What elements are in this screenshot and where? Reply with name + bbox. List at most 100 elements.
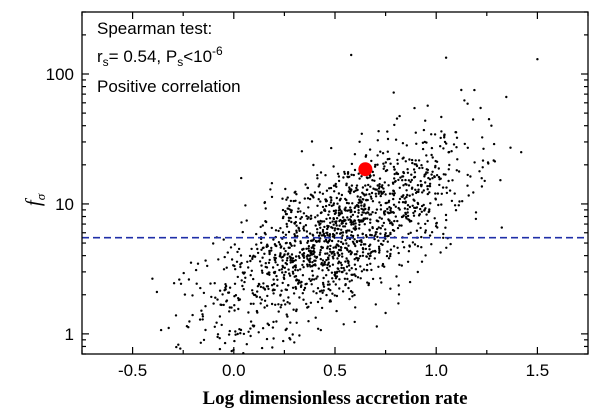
- scatter-point: [188, 320, 191, 323]
- scatter-point: [382, 187, 385, 190]
- scatter-point: [307, 247, 310, 250]
- scatter-point: [392, 194, 396, 197]
- scatter-point: [285, 212, 288, 216]
- scatter-point: [276, 263, 279, 267]
- scatter-point: [222, 303, 225, 307]
- scatter-point: [413, 243, 417, 246]
- scatter-point: [306, 239, 310, 243]
- scatter-point: [328, 210, 331, 213]
- scatter-point: [401, 179, 404, 182]
- scatter-point: [239, 265, 242, 269]
- scatter-point: [421, 141, 425, 144]
- scatter-point: [265, 266, 269, 269]
- scatter-point: [281, 197, 284, 200]
- scatter-point: [310, 283, 313, 286]
- scatter-point: [389, 211, 392, 214]
- scatter-point: [327, 239, 331, 243]
- scatter-point: [314, 216, 317, 219]
- scatter-point: [336, 252, 340, 255]
- scatter-point: [264, 262, 267, 265]
- scatter-point: [385, 254, 389, 258]
- scatter-point: [334, 182, 337, 186]
- scatter-point: [368, 248, 371, 251]
- scatter-point: [490, 124, 493, 127]
- scatter-point: [454, 131, 458, 134]
- scatter-point: [430, 133, 433, 136]
- scatter-point: [382, 167, 385, 170]
- scatter-point: [319, 297, 322, 300]
- scatter-point: [237, 307, 240, 311]
- scatter-point: [362, 205, 366, 208]
- scatter-point: [316, 275, 319, 278]
- scatter-point: [363, 194, 366, 197]
- scatter-point: [259, 225, 262, 229]
- scatter-point: [283, 254, 286, 257]
- scatter-point: [299, 210, 302, 213]
- scatter-point: [372, 174, 375, 177]
- scatter-point: [351, 295, 354, 298]
- scatter-point: [316, 177, 319, 180]
- scatter-point: [369, 195, 373, 198]
- scatter-point: [175, 345, 178, 349]
- scatter-point: [356, 259, 360, 262]
- scatter-point: [354, 274, 357, 278]
- scatter-point: [347, 190, 350, 193]
- scatter-point: [466, 102, 469, 105]
- scatter-point: [402, 184, 405, 187]
- scatter-point: [367, 208, 370, 211]
- scatter-point: [482, 147, 485, 150]
- scatter-point: [204, 259, 207, 262]
- scatter-point: [261, 256, 264, 259]
- scatter-point: [350, 234, 353, 237]
- scatter-point: [217, 258, 220, 261]
- scatter-point: [386, 158, 389, 161]
- scatter-point: [347, 244, 350, 247]
- scatter-point: [202, 338, 206, 342]
- scatter-point: [318, 231, 322, 234]
- scatter-point: [393, 219, 396, 223]
- scatter-point: [354, 306, 357, 309]
- scatter-point: [487, 118, 491, 121]
- scatter-point: [330, 271, 334, 274]
- scatter-point: [284, 303, 287, 306]
- scatter-point: [440, 115, 443, 119]
- scatter-point: [392, 229, 396, 232]
- scatter-point: [397, 284, 400, 287]
- scatter-point: [266, 294, 269, 298]
- scatter-point: [406, 260, 410, 263]
- scatter-point: [343, 208, 347, 212]
- scatter-point: [345, 272, 348, 275]
- scatter-point: [285, 198, 288, 201]
- scatter-point: [437, 175, 441, 179]
- scatter-point: [204, 328, 207, 332]
- scatter-point: [422, 128, 426, 132]
- scatter-point: [270, 246, 273, 250]
- scatter-point: [289, 259, 292, 262]
- scatter-point: [382, 239, 385, 243]
- scatter-point: [401, 175, 404, 178]
- scatter-point: [369, 218, 372, 221]
- scatter-point: [431, 177, 434, 180]
- scatter-point: [336, 257, 339, 260]
- scatter-point: [354, 225, 357, 228]
- scatter-point: [233, 295, 236, 298]
- scatter-point: [297, 255, 300, 258]
- scatter-point: [369, 262, 372, 265]
- scatter-point: [303, 197, 306, 200]
- scatter-point: [172, 282, 176, 285]
- scatter-point: [300, 150, 304, 153]
- scatter-point: [377, 130, 380, 133]
- scatter-point: [233, 304, 236, 307]
- scatter-point: [388, 219, 391, 222]
- scatter-point: [428, 184, 431, 188]
- scatter-point: [419, 226, 422, 230]
- scatter-point: [366, 211, 369, 214]
- scatter-point: [415, 206, 419, 209]
- scatter-point: [431, 156, 434, 159]
- scatter-point: [210, 295, 213, 299]
- scatter-point: [357, 205, 360, 209]
- scatter-point: [454, 209, 458, 212]
- scatter-point: [420, 235, 423, 239]
- scatter-point: [408, 158, 411, 161]
- scatter-point: [323, 225, 326, 229]
